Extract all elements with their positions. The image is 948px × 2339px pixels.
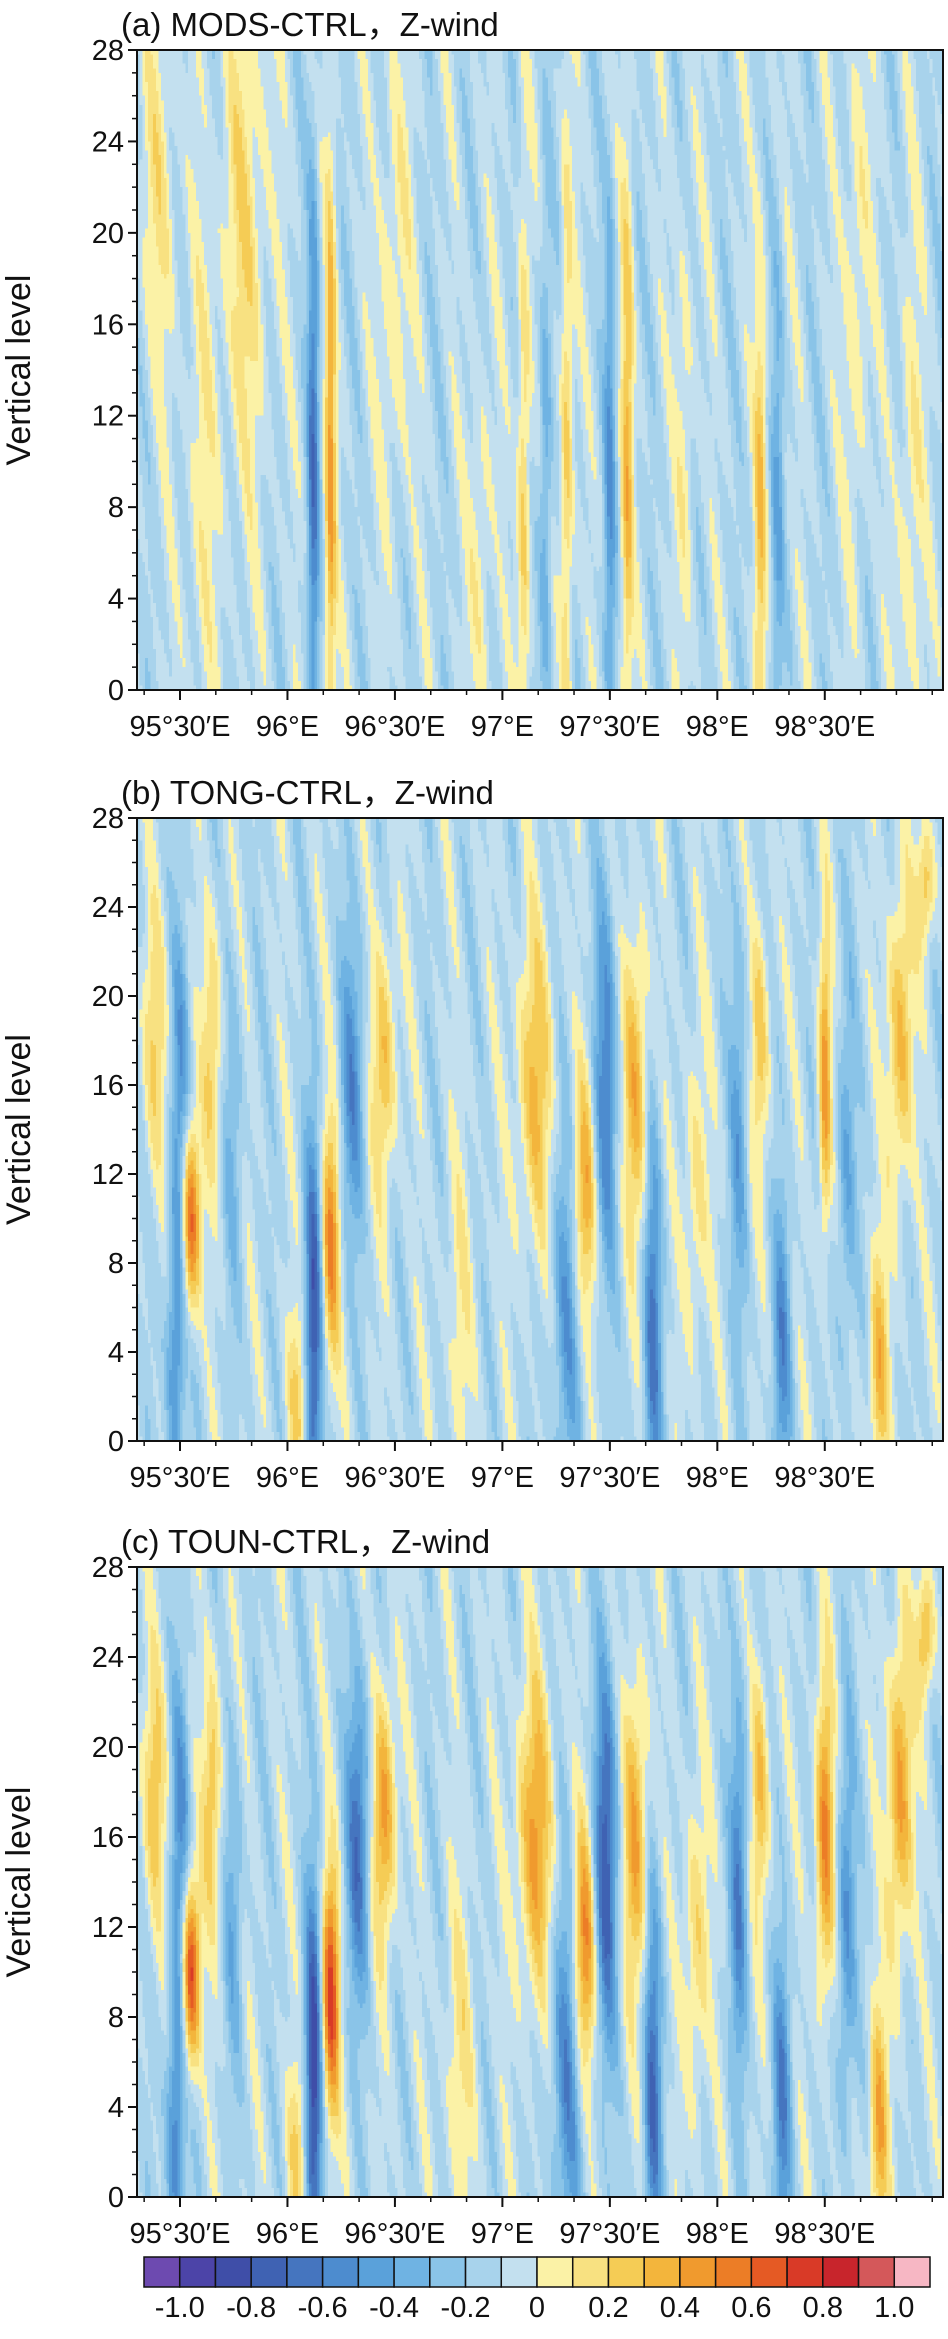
colorbar-bin — [571, 2256, 610, 2288]
x-tick-label: 95°30′E — [130, 1462, 231, 1494]
y-tick-label: 20 — [92, 218, 124, 250]
x-tick-label: 95°30′E — [130, 2218, 231, 2250]
x-tick-label: 96°E — [256, 1462, 319, 1494]
x-tick-label: 98°E — [686, 711, 749, 743]
y-tick-label: 28 — [92, 803, 124, 835]
colorbar-tick-label: -0.6 — [298, 2292, 348, 2324]
y-tick-label: 24 — [92, 126, 124, 158]
contour-field — [137, 818, 943, 1441]
y-tick-label: 16 — [92, 309, 124, 341]
y-tick-label: 28 — [92, 35, 124, 67]
colorbar-bin — [214, 2256, 252, 2288]
y-tick-label: 24 — [92, 892, 124, 924]
y-tick-label: 16 — [92, 1070, 124, 1102]
x-tick-label: 98°30′E — [774, 2218, 875, 2250]
colorbar-bin — [607, 2256, 645, 2288]
y-tick-label: 28 — [92, 1552, 124, 1584]
panel-title: (a) MODS-CTRL，Z-wind — [121, 6, 499, 43]
x-tick-label: 96°30′E — [344, 711, 445, 743]
colorbar-tick-label: -0.2 — [441, 2292, 491, 2324]
colorbar-bin — [321, 2256, 360, 2288]
colorbar-bin — [464, 2256, 503, 2288]
y-tick-label: 12 — [92, 1912, 124, 1944]
x-tick-label: 96°30′E — [344, 2218, 445, 2250]
contour-field — [137, 50, 943, 690]
x-tick-label: 97°E — [471, 1462, 534, 1494]
colorbar-tick-label: 1.0 — [874, 2292, 914, 2324]
colorbar-bin — [143, 2256, 181, 2288]
panel-title: (c) TOUN-CTRL，Z-wind — [121, 1523, 490, 1560]
y-tick-label: 4 — [108, 1337, 124, 1369]
y-tick-label: 12 — [92, 401, 124, 433]
colorbar-bin — [500, 2256, 538, 2288]
y-tick-label: 20 — [92, 981, 124, 1013]
y-tick-label: 0 — [108, 2182, 124, 2214]
x-tick-label: 98°E — [686, 1462, 749, 1494]
panel-title: (b) TONG-CTRL，Z-wind — [121, 774, 494, 811]
y-tick-label: 16 — [92, 1822, 124, 1854]
colorbar-tick-label: -0.8 — [226, 2292, 276, 2324]
colorbar-bin — [429, 2256, 467, 2288]
y-axis-label: Vertical level — [0, 275, 38, 466]
colorbar-bin — [714, 2256, 753, 2288]
colorbar-bin — [393, 2256, 431, 2288]
y-axis-label: Vertical level — [0, 1034, 38, 1225]
y-tick-label: 12 — [92, 1159, 124, 1191]
panel-1: 0 4 8 12 16 20 24 28 95°30′E 96°E 96°30′E 97°E 97°30… — [0, 6, 944, 743]
colorbar-bin — [643, 2256, 681, 2288]
colorbar-tick-label: 0.4 — [660, 2292, 700, 2324]
colorbar-tick-label: 0 — [529, 2292, 545, 2324]
colorbar-bin — [679, 2256, 717, 2288]
colorbar-bin — [822, 2256, 860, 2288]
colorbar-bin — [286, 2256, 324, 2288]
y-tick-label: 24 — [92, 1642, 124, 1674]
x-tick-label: 97°30′E — [559, 1462, 660, 1494]
x-tick-label: 98°30′E — [774, 1462, 875, 1494]
colorbar-bin — [857, 2256, 896, 2288]
colorbar-bin — [178, 2256, 217, 2288]
x-tick-label: 97°30′E — [559, 711, 660, 743]
y-tick-label: 8 — [108, 1248, 124, 1280]
colorbar-tick-label: -0.4 — [369, 2292, 419, 2324]
x-tick-label: 95°30′E — [130, 711, 231, 743]
y-tick-label: 0 — [108, 675, 124, 707]
x-tick-label: 96°E — [256, 711, 319, 743]
colorbar: -1.0 -0.8 -0.6 -0.4 -0.2 0 0.2 0.4 0.6 0.8 1.0 — [143, 2256, 931, 2324]
colorbar-tick-label: 0.6 — [731, 2292, 771, 2324]
colorbar-bin — [750, 2256, 788, 2288]
y-tick-label: 4 — [108, 584, 124, 616]
colorbar-bin — [893, 2256, 931, 2288]
x-tick-label: 96°E — [256, 2218, 319, 2250]
colorbar-tick-label: -1.0 — [155, 2292, 205, 2324]
x-tick-label: 98°30′E — [774, 711, 875, 743]
colorbar-bin — [357, 2256, 395, 2288]
y-tick-label: 4 — [108, 2092, 124, 2124]
contour-field — [137, 1567, 943, 2197]
colorbar-bin — [786, 2256, 824, 2288]
panel-3: 0 4 8 12 16 20 24 28 95°30′E 96°E 96°30′E 97°E 97°30… — [0, 1523, 944, 2250]
y-tick-label: 0 — [108, 1426, 124, 1458]
y-axis-label: Vertical level — [0, 1787, 38, 1978]
x-tick-label: 97°E — [471, 2218, 534, 2250]
x-tick-label: 97°E — [471, 711, 534, 743]
y-tick-label: 8 — [108, 492, 124, 524]
colorbar-tick-label: 0.8 — [803, 2292, 843, 2324]
colorbar-bin — [536, 2256, 574, 2288]
x-tick-label: 97°30′E — [559, 2218, 660, 2250]
y-tick-label: 20 — [92, 1732, 124, 1764]
x-tick-label: 98°E — [686, 2218, 749, 2250]
x-tick-label: 96°30′E — [344, 1462, 445, 1494]
colorbar-bin — [250, 2256, 288, 2288]
y-tick-label: 8 — [108, 2002, 124, 2034]
panel-2: 0 4 8 12 16 20 24 28 95°30′E 96°E 96°30′E 97°E 97°30… — [0, 774, 944, 1494]
colorbar-tick-label: 0.2 — [588, 2292, 628, 2324]
